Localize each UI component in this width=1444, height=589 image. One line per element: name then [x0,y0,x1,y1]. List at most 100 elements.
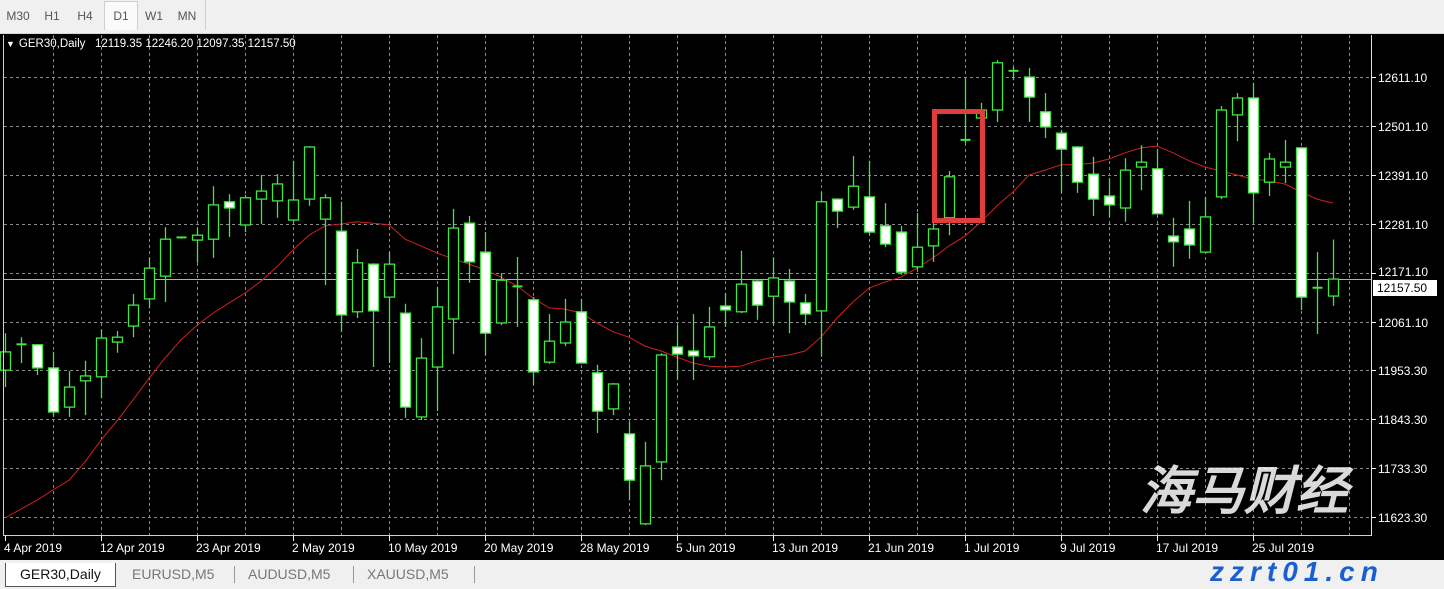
candle-bear [31,344,44,369]
ohlc-low: 12097.35 [196,38,245,50]
candle-bull [1327,278,1340,297]
candle-bull [815,201,828,312]
dropdown-triangle-icon[interactable]: ▼ [6,39,15,49]
candle-bear [1295,147,1308,298]
date-tick-label: 21 Jun 2019 [868,541,935,555]
candle-bear [479,251,492,334]
candle-bear [1103,195,1116,206]
chart-tabs: GER30,Daily EURUSD,M5 AUDUSD,M5 XAUUSD,M… [0,560,1444,589]
candle-bull [159,238,172,277]
candle-bull [415,357,428,418]
candle-bull [639,465,652,525]
candle-bull [991,62,1004,111]
date-tick-label: 2 May 2019 [292,541,355,555]
ohlc-close: 12157.50 [247,38,296,50]
candle-bull [127,304,140,327]
candle-bear [367,263,380,312]
tab-eurusd-m5[interactable]: EURUSD,M5 [132,566,215,582]
ohlc-high: 12246.20 [145,38,194,50]
candle-bull [1231,97,1244,116]
candle-bull [63,386,76,408]
date-tick-label: 10 May 2019 [388,541,458,555]
candle-bear [399,312,412,408]
candle-bull [383,263,396,298]
price-tick-label: 11953.30 [1378,363,1428,378]
candle-bull [1119,169,1132,209]
candle-bear [623,433,636,481]
candle-bull [319,197,332,220]
candle-bear [335,230,348,316]
timeframe-m30[interactable]: M30 [6,9,30,23]
candle-bull [447,227,460,320]
candle-bull [1279,161,1292,168]
tab-audusd-m5[interactable]: AUDUSD,M5 [248,566,331,582]
timeframe-h1[interactable]: H1 [44,9,60,23]
candle-bear [895,231,908,273]
tab-xauusd-m5[interactable]: XAUUSD,M5 [367,566,449,582]
candle-bull [1263,158,1276,183]
candle-bull [191,234,204,241]
candle-bull [239,197,252,226]
timeframe-w1[interactable]: W1 [145,9,163,23]
price-tick-label: 11733.30 [1378,461,1428,476]
moving-average-line [4,145,1334,519]
candle-bear [783,280,796,303]
candle-bull [255,190,268,200]
candle-bull [287,199,300,221]
tab-ger30-daily[interactable]: GER30,Daily [5,563,116,587]
candle-bear [1167,235,1180,243]
price-tick-label: 12501.10 [1378,119,1429,134]
candle-bull [351,262,364,313]
candle-bear [1087,173,1100,200]
candle-bull [911,246,924,268]
date-tick-label: 9 Jul 2019 [1060,541,1116,555]
candle-bear [1023,76,1036,98]
chart-symbol: GER30,Daily [18,38,86,50]
timeframe-h4[interactable]: H4 [77,9,93,23]
price-tick-label: 12061.10 [1378,315,1429,330]
tab-divider [353,566,354,583]
candle-bear [1055,132,1068,150]
price-tick-label: 12281.10 [1378,217,1429,232]
candle-bear [831,198,844,212]
candle-bear [527,299,540,373]
candle-bull [1199,216,1212,253]
candle-bull [847,185,860,208]
candle-bull [703,326,716,358]
date-tick-label: 13 Jun 2019 [772,541,839,555]
candle-bull [543,340,556,363]
price-tick-label: 11843.30 [1378,412,1428,427]
candle-bear [1151,168,1164,215]
candle-bear [1183,228,1196,246]
date-tick-label: 1 Jul 2019 [964,541,1020,555]
timeframe-mn[interactable]: MN [177,9,197,23]
highlight-rectangle [932,109,985,223]
watermark-url: zzrt01.cn [1210,556,1384,587]
price-tick-label: 11623.30 [1378,510,1428,525]
candle-bull [79,375,92,382]
candle-bull [111,336,124,343]
tab-divider [474,566,475,583]
candle-bull [1215,109,1228,198]
candle-bear [1247,97,1260,194]
candle-bull [1135,161,1148,168]
candle-bull [95,337,108,378]
candle-bear [575,311,588,364]
candle-bear [799,302,812,315]
candle-bull [143,267,156,300]
date-tick-label: 28 May 2019 [580,541,650,555]
date-tick-label: 12 Apr 2019 [100,541,165,555]
price-tick-label: 12391.10 [1378,168,1429,183]
candle-bull [0,351,12,371]
chart-window[interactable] [0,34,1444,560]
candle-bull [943,176,956,219]
candle-bull [431,306,444,368]
timeframe-d1[interactable]: D1 [104,1,138,30]
date-tick-label: 23 Apr 2019 [196,541,261,555]
candle-bull [495,279,508,324]
candle-bull [735,283,748,313]
candle-bull [303,146,316,200]
candle-bear [687,350,700,357]
current-price-label: 12157.50 [1373,280,1437,296]
